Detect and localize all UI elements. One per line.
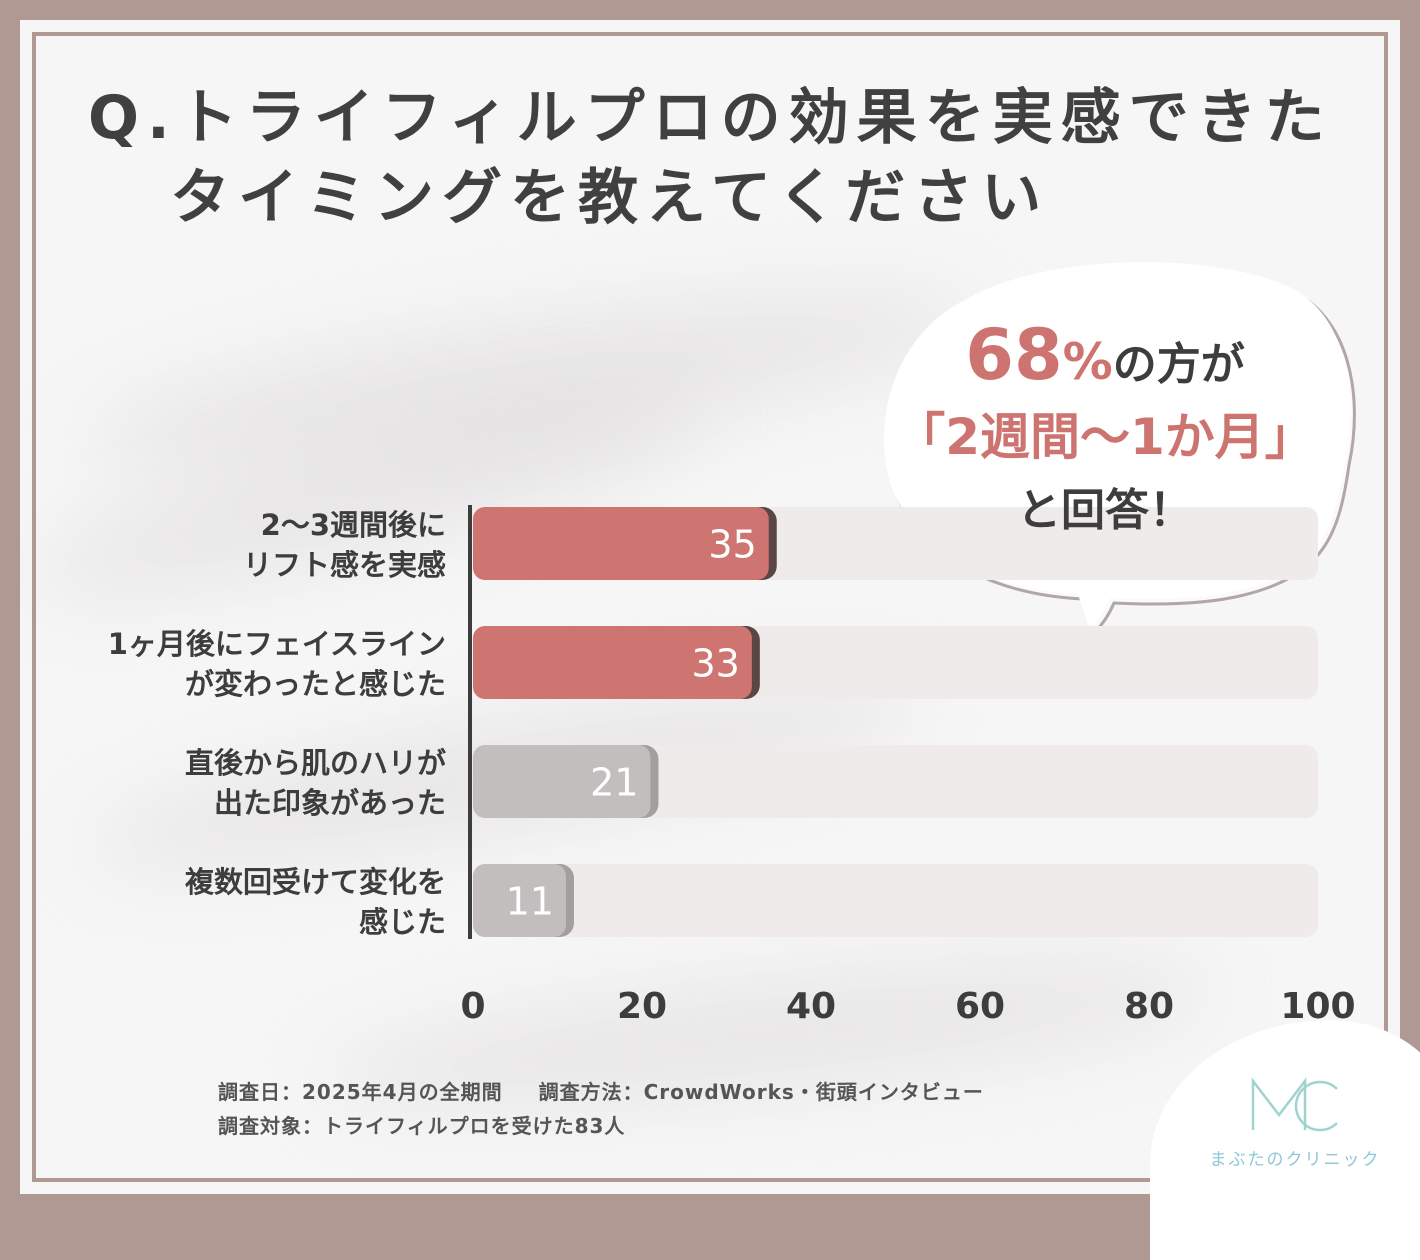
bar-value-label: 35 [708,523,756,567]
bar [473,864,566,937]
bar-value-label: 33 [691,642,739,686]
x-tick-label: 0 [460,986,485,1027]
page-title: Q.トライフィルプロの効果を実感できた タイミングを教えてください [88,78,1333,238]
category-label: が変わったと感じた [185,667,446,701]
category-label: 直後から肌のハリが [185,746,446,780]
callout-highlight-unit: % [1062,333,1113,391]
title-line-1: Q.トライフィルプロの効果を実感できた [88,83,1333,153]
x-tick-label: 40 [786,986,836,1027]
bar-value-label: 11 [506,880,554,924]
clinic-name: まぶたのクリニック [1209,1150,1381,1170]
bar-track [473,745,1318,818]
survey-footer: 調査日：2025年4月の全期間 調査方法：CrowdWorks・街頭インタビュー … [218,1075,984,1143]
survey-target: 調査対象：トライフィルプロを受けた83人 [218,1114,626,1138]
bar [473,626,752,699]
callout-line-1: 68%の方が [880,315,1330,405]
callout-line-3: と回答！ [1017,485,1193,536]
survey-method: 調査方法：CrowdWorks・街頭インタビュー [538,1080,984,1104]
category-label: 出た印象があった [214,786,446,820]
x-tick-label: 80 [1124,986,1174,1027]
category-label: 1ヶ月後にフェイスライン [108,627,446,661]
x-tick-labels-group: 0 20 40 60 80 100 [460,986,1355,1027]
callout-text: 68%の方が 「2週間〜1か月」 と回答！ [880,315,1330,553]
title-line-2: タイミングを教えてください [170,163,1050,233]
callout-highlight-value: 68 [965,314,1063,396]
category-label: 複数回受けて変化を [185,865,446,899]
survey-date: 調査日：2025年4月の全期間 [218,1080,503,1104]
mc-logo-icon [1251,1077,1338,1132]
category-label: リフト感を実感 [243,548,446,582]
bars-group: 35 33 21 11 [473,507,1318,937]
bar-value-label: 21 [590,761,638,805]
callout-line-2: 「2週間〜1か月」 [895,408,1315,466]
x-tick-label: 20 [617,986,667,1027]
bar [473,745,651,818]
bar-track [473,864,1318,937]
callout-line-1-rest: の方が [1112,339,1245,390]
infographic-card [20,20,1400,1194]
x-tick-label: 60 [955,986,1005,1027]
category-label: 2〜3週間後に [261,508,446,542]
bar [473,507,769,580]
category-label: 感じた [359,905,446,939]
clinic-logo: まぶたのクリニック [1205,1075,1385,1170]
